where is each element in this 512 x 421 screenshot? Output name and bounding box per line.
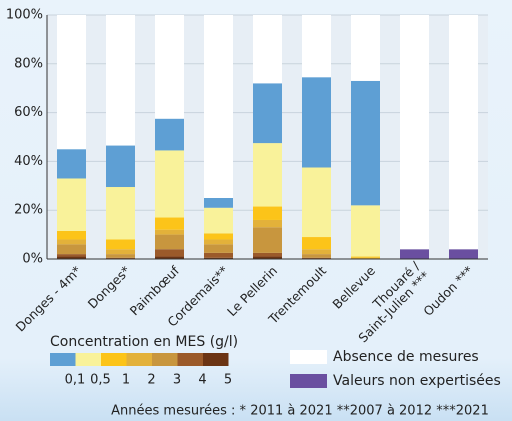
bar-segment (449, 15, 478, 250)
bar-segment (155, 118, 184, 151)
bar-segment (106, 15, 135, 146)
bar-segment (57, 230, 86, 240)
bar-segment (57, 149, 86, 179)
bar-segment (400, 249, 429, 259)
bar-segment (106, 254, 135, 258)
scale-swatch (126, 353, 152, 366)
scale-swatch (177, 353, 203, 366)
bar-segment (351, 257, 380, 259)
bar-segment (253, 219, 282, 228)
scale-tick-label: 2 (147, 373, 155, 388)
bar-segment (302, 257, 331, 259)
bar-segment (253, 83, 282, 144)
bar-segment (253, 143, 282, 207)
bar-segment (302, 237, 331, 250)
scale-tick-label: 1 (122, 373, 130, 388)
bar-segment (106, 145, 135, 188)
scale-tick-label: 0,1 (65, 373, 86, 388)
bar-segment (351, 80, 380, 206)
bar-segment (106, 249, 135, 255)
bar-segment (155, 229, 184, 235)
bar-segment (253, 206, 282, 220)
bar-segment (253, 256, 282, 259)
bar-segment (302, 15, 331, 78)
scale-tick-label: 5 (224, 373, 232, 388)
bar-segment (57, 178, 86, 231)
bar-segment (204, 198, 233, 208)
legend-swatch (290, 374, 327, 388)
bar-segment (57, 254, 86, 257)
bar-segment (204, 15, 233, 198)
bar-segment (204, 239, 233, 245)
bar-segment (106, 239, 135, 250)
bar-segment (155, 256, 184, 259)
scale-swatch (75, 353, 101, 366)
bar-segment (155, 150, 184, 218)
bar-segment (302, 249, 331, 255)
bar-segment (204, 233, 233, 240)
y-tick-label: 80% (14, 56, 43, 71)
bar-segment (351, 15, 380, 81)
bar-segment (106, 187, 135, 240)
legend-swatch (290, 350, 327, 364)
y-tick-label: 100% (6, 8, 43, 23)
bar-segment (106, 257, 135, 259)
bar-segment (400, 15, 429, 250)
scale-swatch (152, 353, 178, 366)
bar-segment (155, 217, 184, 230)
scale-tick-label: 3 (173, 373, 181, 388)
bar-segment (155, 234, 184, 250)
footnote: Années mesurées : * 2011 à 2021 **2007 à… (111, 404, 489, 419)
bar-segment (302, 167, 331, 238)
bar-segment (302, 254, 331, 258)
bar-segment (204, 252, 233, 258)
bar-segment (204, 207, 233, 234)
bar-segment (302, 77, 331, 168)
bar-segment (57, 244, 86, 255)
y-tick-label: 0% (22, 252, 43, 267)
scale-title: Concentration en MES (g/l) (50, 334, 238, 350)
scale-swatch (50, 353, 76, 366)
bar-segment (253, 15, 282, 84)
bar-segment (204, 244, 233, 253)
scale-swatch (101, 353, 127, 366)
bar-segment (253, 252, 282, 257)
y-tick-label: 60% (14, 105, 43, 120)
bar-segment (253, 227, 282, 253)
scale-tick-label: 0,5 (90, 373, 111, 388)
bar-segment (57, 239, 86, 245)
legend-label: Absence de mesures (333, 349, 479, 365)
bar-segment (449, 249, 478, 259)
bar-segment (155, 249, 184, 257)
bar-segment (351, 256, 380, 258)
bar-segment (57, 15, 86, 150)
bar-segment (57, 256, 86, 259)
scale-swatch (203, 353, 229, 366)
bar-segment (351, 205, 380, 257)
bar-segment (155, 15, 184, 119)
y-tick-label: 40% (14, 154, 43, 169)
bar-segment (204, 257, 233, 259)
y-tick-label: 20% (14, 203, 43, 218)
scale-tick-label: 4 (198, 373, 206, 388)
legend-label: Valeurs non expertisées (333, 373, 501, 389)
